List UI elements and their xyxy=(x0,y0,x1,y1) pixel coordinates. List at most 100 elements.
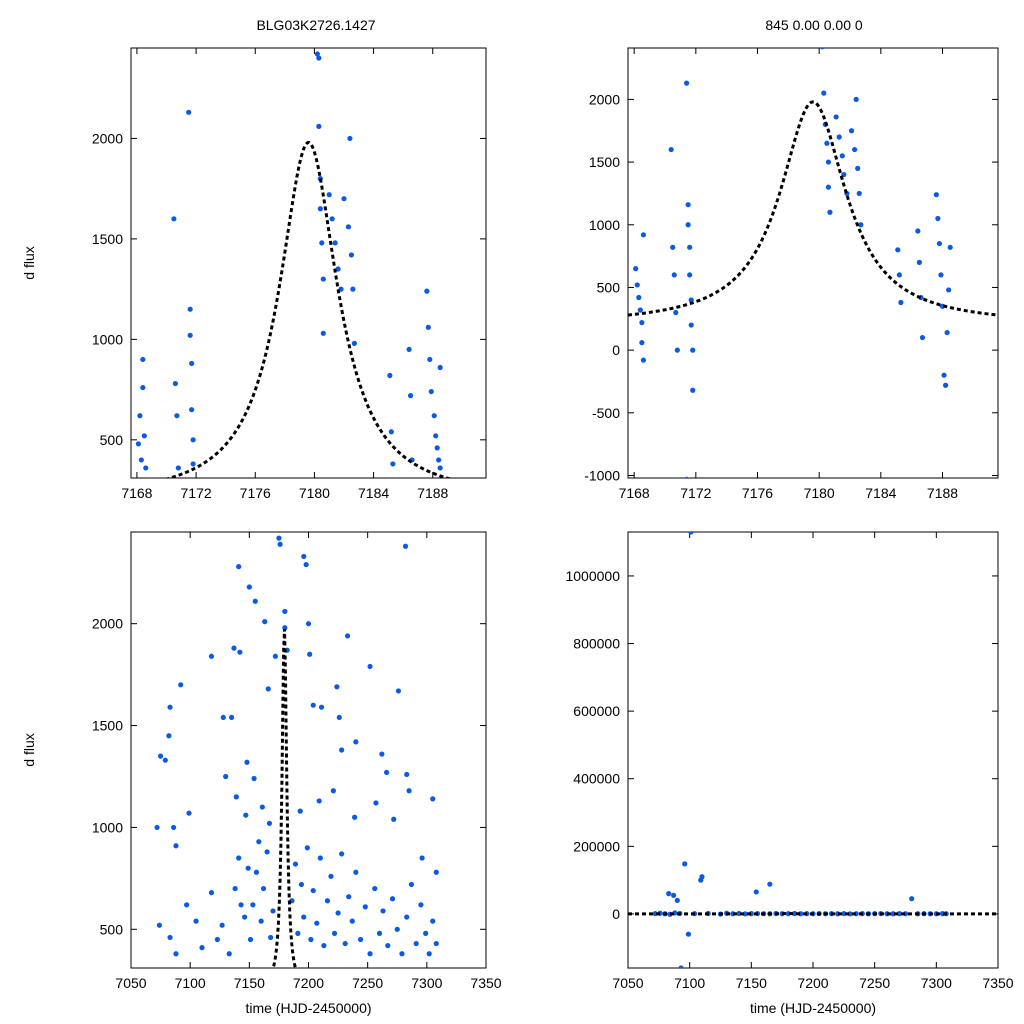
data-point xyxy=(319,240,325,246)
data-point xyxy=(270,908,276,914)
data-point xyxy=(341,196,347,202)
data-point xyxy=(353,869,359,875)
data-point xyxy=(895,247,901,253)
data-point xyxy=(436,457,442,463)
data-point xyxy=(314,51,320,57)
data-point xyxy=(167,704,173,710)
data-point xyxy=(301,553,307,560)
data-point xyxy=(388,429,394,435)
data-point xyxy=(373,800,379,806)
data-point xyxy=(839,153,845,159)
data-point xyxy=(430,796,436,802)
data-point xyxy=(243,812,249,818)
data-point xyxy=(404,771,410,778)
data-point xyxy=(666,891,672,897)
data-point xyxy=(282,608,288,615)
data-point xyxy=(916,259,922,265)
y-tick-label: 0 xyxy=(612,906,620,922)
data-point xyxy=(640,357,647,363)
data-point xyxy=(687,244,693,250)
data-point xyxy=(353,739,359,745)
data-point xyxy=(259,804,265,810)
data-point xyxy=(349,918,355,924)
data-point xyxy=(836,134,842,140)
data-point xyxy=(407,393,414,399)
data-point xyxy=(933,192,939,198)
data-point xyxy=(639,340,645,346)
data-point xyxy=(339,747,345,753)
data-point xyxy=(935,215,941,222)
data-point xyxy=(428,388,434,395)
y-tick-label: 1500 xyxy=(92,231,123,247)
data-point xyxy=(316,798,322,804)
data-point xyxy=(223,773,229,780)
y-tick-label: 600000 xyxy=(573,703,620,719)
data-point xyxy=(856,190,862,197)
data-point xyxy=(310,702,316,708)
data-point xyxy=(408,881,415,888)
data-point xyxy=(220,714,226,721)
data-point xyxy=(825,184,832,190)
model-curve xyxy=(628,911,998,916)
data-point xyxy=(824,140,830,146)
x-tick-label: 7250 xyxy=(859,975,890,991)
y-tick-label: 500 xyxy=(597,279,621,295)
plot-area xyxy=(154,535,439,968)
data-point xyxy=(184,902,190,908)
x-tick-label: 7100 xyxy=(674,975,705,991)
y-tick-label: -500 xyxy=(592,405,620,421)
panel-top_right: 7168 7172 7176 7180 7184 7188 -1000 -500 0 500 100… xyxy=(584,47,999,501)
y-tick-label: 400000 xyxy=(573,771,620,787)
data-point xyxy=(825,159,832,165)
data-point xyxy=(305,621,312,627)
data-point xyxy=(424,288,430,294)
x-tick-label: 7184 xyxy=(865,485,896,501)
y-tick-label: 1000 xyxy=(92,331,123,347)
data-point xyxy=(236,564,242,570)
data-point xyxy=(335,266,341,272)
x-tick-label: 7250 xyxy=(352,975,383,991)
data-point xyxy=(342,940,348,947)
data-point xyxy=(384,769,390,776)
y-tick-label: 2000 xyxy=(589,91,620,107)
data-point xyxy=(791,910,798,917)
data-point xyxy=(685,931,692,937)
data-point xyxy=(301,914,307,920)
data-point xyxy=(189,360,195,367)
data-point xyxy=(678,965,684,968)
data-point xyxy=(190,437,196,443)
x-tick-label: 7100 xyxy=(175,975,206,991)
data-point xyxy=(688,532,694,535)
y-axis-label: d flux xyxy=(21,246,37,279)
y-tick-label: 500 xyxy=(100,921,124,937)
x-tick-label: 7300 xyxy=(411,975,442,991)
data-point xyxy=(187,306,193,312)
data-point xyxy=(308,936,314,943)
data-point xyxy=(404,914,410,920)
data-point xyxy=(915,228,921,234)
panel-top_left: 7168 7172 7176 7180 7184 7188 500 1000 1500 2000 d… xyxy=(21,47,487,501)
data-point xyxy=(394,926,400,932)
data-point xyxy=(399,951,405,957)
data-point xyxy=(330,788,336,794)
data-point xyxy=(282,625,288,631)
data-point xyxy=(431,413,437,419)
data-point xyxy=(154,824,160,831)
data-point xyxy=(304,845,310,851)
data-point xyxy=(437,364,443,371)
data-point xyxy=(317,206,323,212)
data-point xyxy=(367,951,373,957)
data-point xyxy=(336,714,342,721)
data-point xyxy=(228,714,235,721)
data-point xyxy=(173,951,179,957)
data-point xyxy=(232,885,238,892)
data-point xyxy=(140,356,146,363)
x-tick-label: 7180 xyxy=(299,485,330,501)
data-point xyxy=(317,855,323,861)
data-point xyxy=(938,272,944,278)
data-point xyxy=(318,704,325,710)
y-tick-label: 1500 xyxy=(92,718,123,734)
title-left: BLG03K2726.1427 xyxy=(256,17,375,33)
data-point xyxy=(848,128,855,134)
x-axis-label: time (HJD-2450000) xyxy=(245,1000,371,1016)
